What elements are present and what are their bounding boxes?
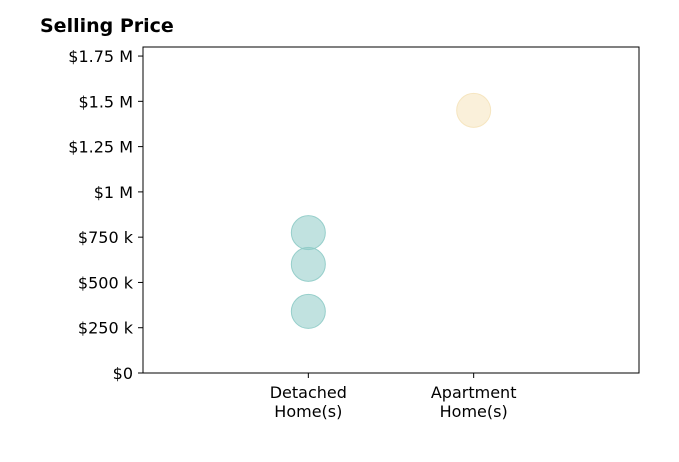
x-tick-label-line: Home(s) — [274, 402, 342, 421]
chart-title: Selling Price — [40, 15, 174, 37]
data-point — [456, 92, 492, 128]
y-tick-label: $250 k — [78, 319, 134, 338]
x-tick-label: Apartment Home(s) — [431, 383, 517, 421]
plot-area — [142, 46, 640, 374]
x-tick-label: Detached Home(s) — [270, 383, 347, 421]
y-tick-label: $0 — [113, 364, 133, 383]
data-point — [290, 246, 326, 282]
data-point — [290, 215, 326, 251]
y-tick-label: $1.5 M — [78, 92, 133, 111]
x-tick-label-line: Home(s) — [440, 402, 508, 421]
y-axis: $0 $250 k $500 k $750 k $1 M $1.25 M $1.5 M $1.… — [68, 47, 143, 383]
y-tick-label: $1.75 M — [68, 47, 133, 66]
y-tick-label: $750 k — [78, 228, 134, 247]
y-tick-label: $1.25 M — [68, 138, 133, 157]
y-tick-label: $500 k — [78, 273, 134, 292]
x-tick-label-line: Apartment — [431, 383, 517, 402]
x-tick-label-line: Detached — [270, 383, 347, 402]
plot-frame — [142, 46, 640, 374]
data-point — [290, 293, 326, 329]
x-axis: Detached Home(s)Apartment Home(s) — [270, 373, 517, 421]
y-tick-label: $1 M — [94, 183, 133, 202]
